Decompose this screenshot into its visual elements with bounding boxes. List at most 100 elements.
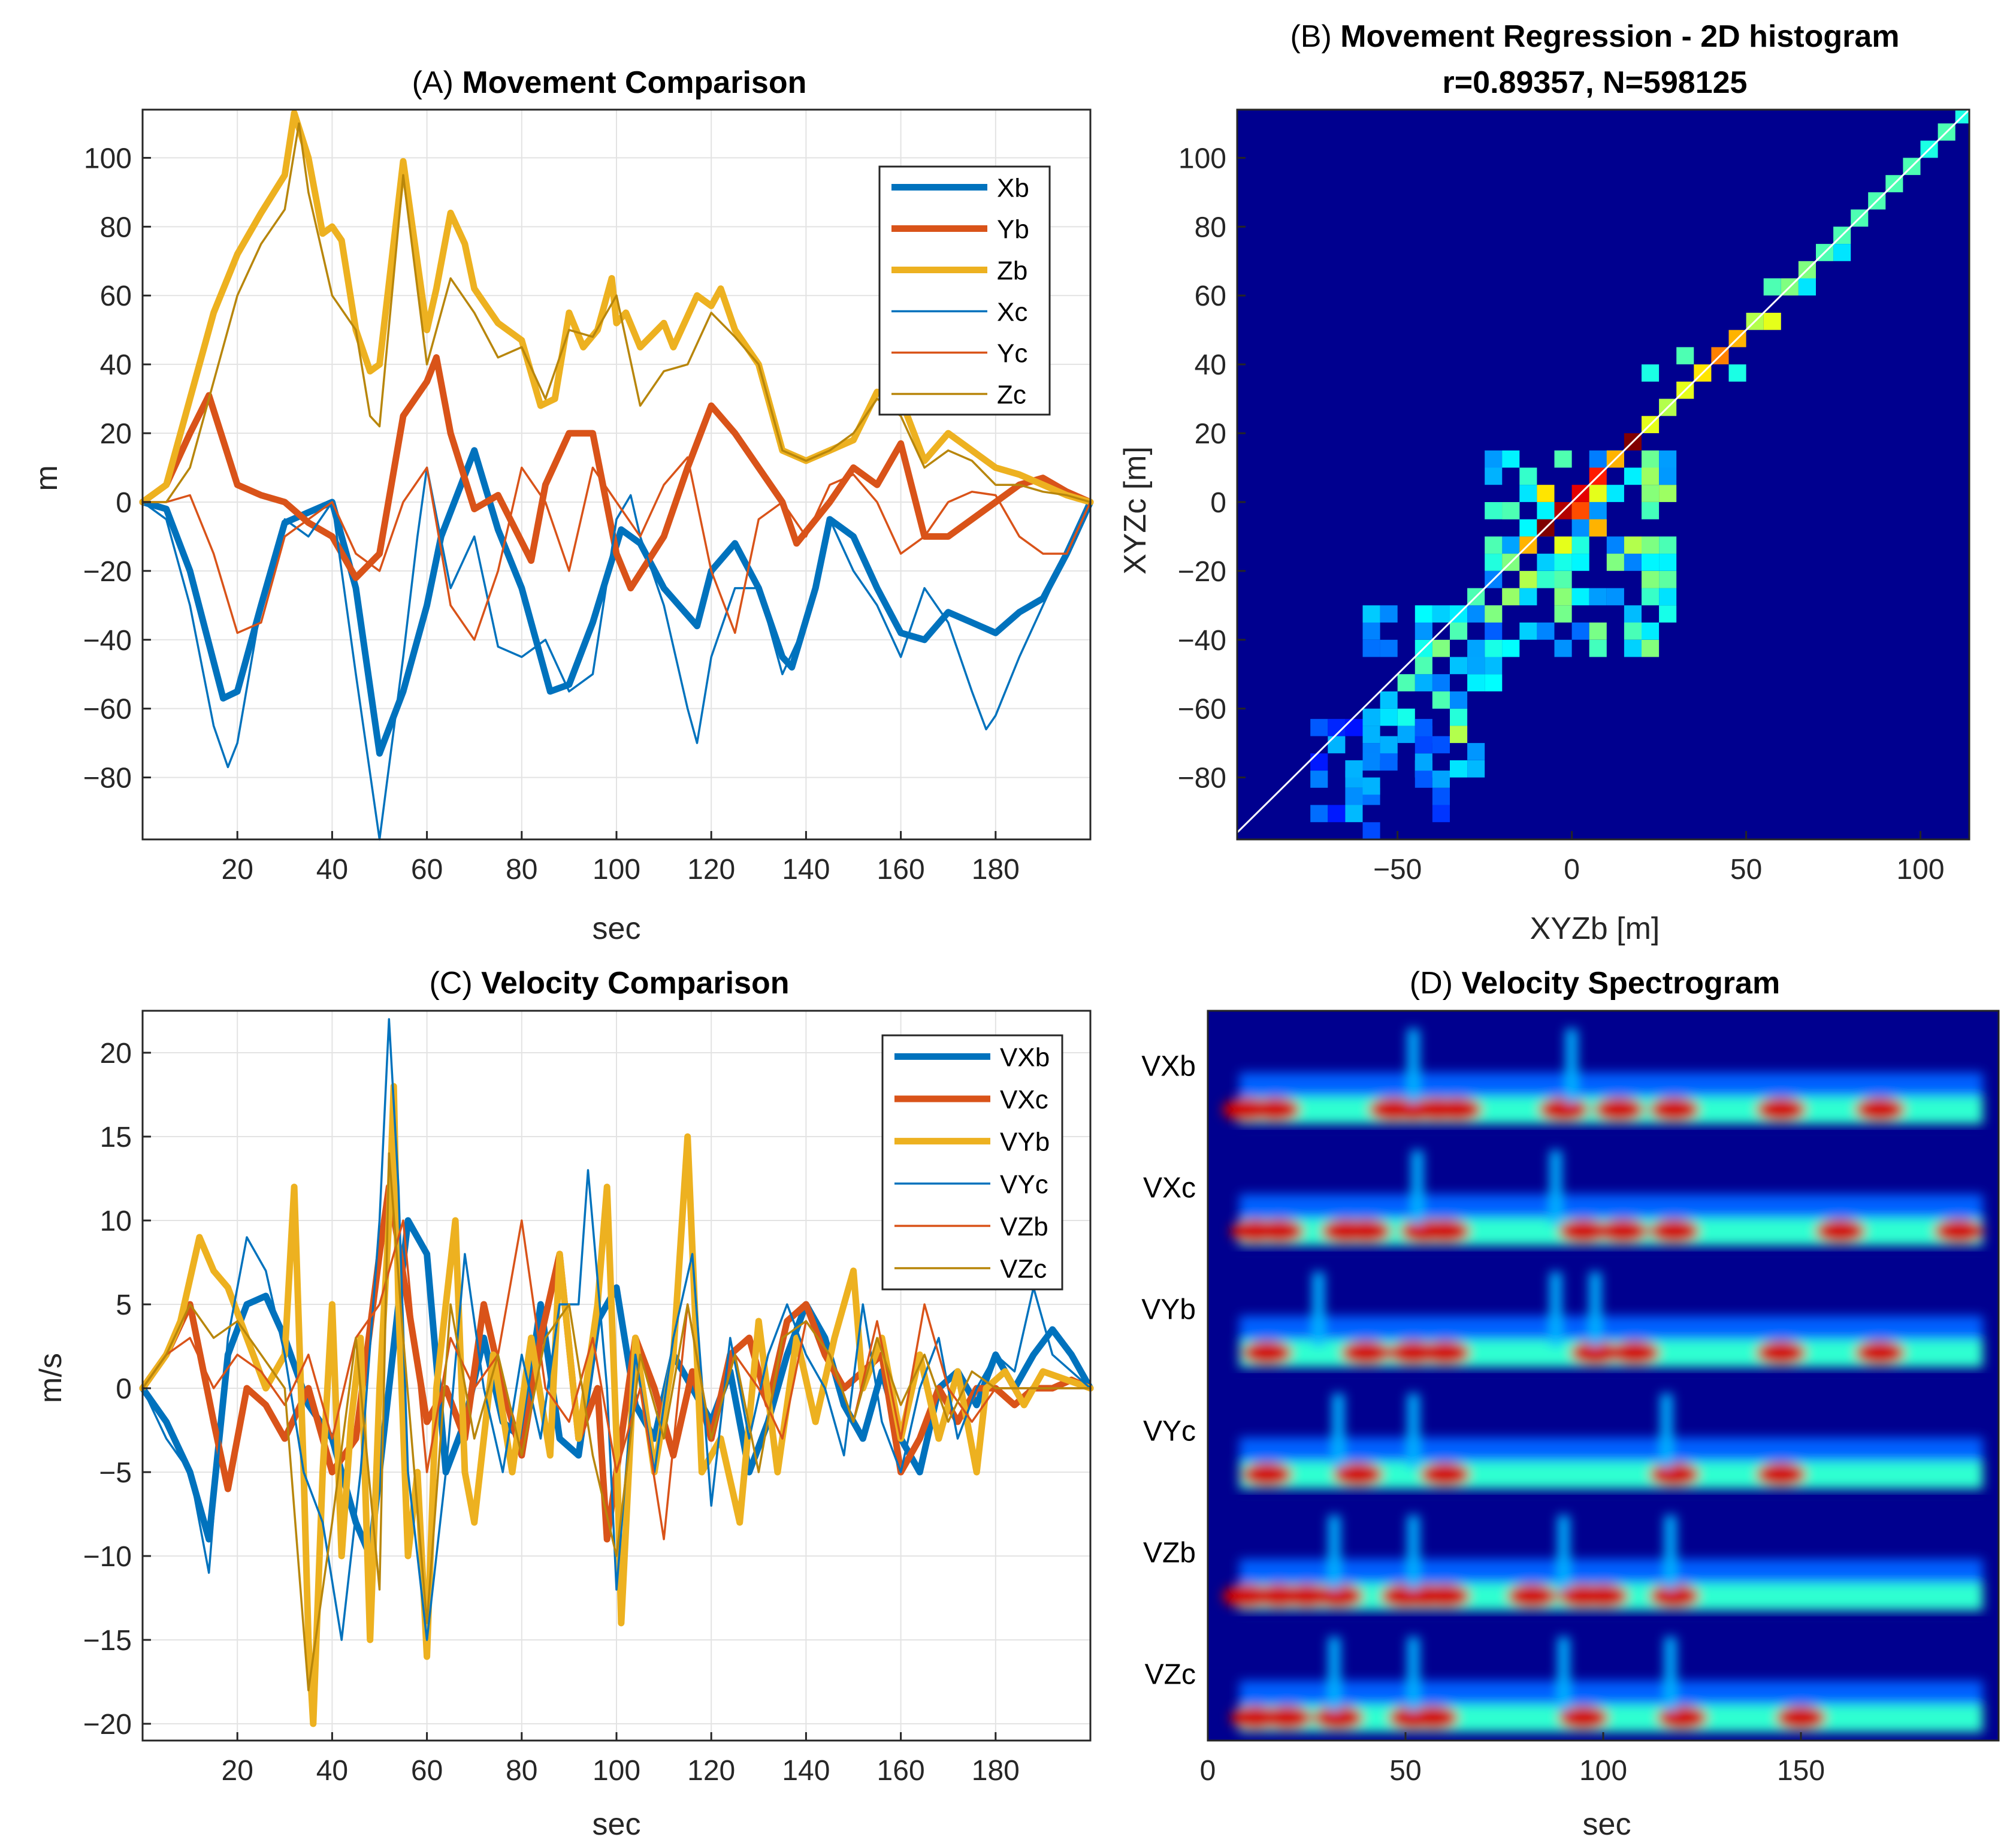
spectrogram-hotspot <box>1242 1341 1292 1365</box>
heatmap-cell <box>1432 787 1450 805</box>
y-tick-label: −20 <box>1178 556 1226 588</box>
heatmap-cell <box>1571 536 1589 554</box>
heatmap-cell <box>1798 278 1816 296</box>
spectrogram-hotspot <box>1649 1463 1700 1487</box>
spectrogram-hotspot <box>1242 1463 1292 1487</box>
y-tick-label: −80 <box>1178 763 1226 794</box>
heatmap-cell <box>1380 736 1398 754</box>
spectrogram-hotspot <box>1934 1219 1984 1243</box>
legend-label-vyc: VYc <box>1000 1170 1048 1199</box>
spectrogram-hotspot <box>1507 1584 1558 1608</box>
series-line-yb <box>139 354 1094 592</box>
y-tick-label: −20 <box>83 1709 132 1741</box>
heatmap-cell <box>1380 708 1398 726</box>
heatmap-cell <box>1659 467 1677 485</box>
legend-label-vxc: VXc <box>1000 1085 1048 1114</box>
spectrogram-hotspot <box>1756 1341 1806 1365</box>
spectrogram-hotspot <box>1598 1219 1648 1243</box>
series-line-xb <box>139 447 1094 757</box>
spectrogram-hotspot <box>1420 1584 1470 1608</box>
spectrogram-hotspot <box>1594 1098 1645 1122</box>
spectrogram-spike <box>1407 1394 1420 1467</box>
x-tick-label: 40 <box>316 854 348 886</box>
spectrogram-hotspot <box>1855 1098 1905 1122</box>
x-tick-label: 140 <box>782 854 830 886</box>
x-tick-label: 100 <box>593 854 640 886</box>
spectrogram-band-upper <box>1239 1437 1983 1461</box>
y-tick-label: 20 <box>100 418 132 450</box>
heatmap-cell <box>1589 623 1607 640</box>
heatmap-cell <box>1659 605 1677 623</box>
spectrogram-hotspot <box>1756 1098 1806 1122</box>
panel-a-movement-comparison: (A) Movement Comparison 20 40 60 80 100 120 14… <box>29 65 1094 946</box>
heatmap-cell <box>1485 639 1503 657</box>
panel-c-y-axis-label: m/s <box>34 1353 68 1403</box>
heatmap-cell <box>1414 718 1432 736</box>
heatmap-cell <box>1642 639 1660 657</box>
heatmap-cell <box>1606 588 1624 606</box>
heatmap-cell <box>1397 726 1415 744</box>
spectrogram-hotspot <box>1815 1219 1866 1243</box>
panel-b-plot-area <box>1237 110 1969 839</box>
heatmap-cell <box>1537 502 1555 519</box>
heatmap-cell <box>1519 467 1537 485</box>
heatmap-cell <box>1589 639 1607 657</box>
x-tick-label: 0 <box>1200 1755 1216 1787</box>
heatmap-cell <box>1519 485 1537 502</box>
heatmap-cell <box>1414 771 1432 788</box>
heatmap-cell <box>1642 467 1660 485</box>
heatmap-cell <box>1728 364 1746 382</box>
spectrogram-hotspot <box>1649 1584 1700 1608</box>
heatmap-cell <box>1345 805 1363 823</box>
panel-d-tick-labels: VXb VXc VYb VYc VZb VZc 0 50 100 150 <box>1141 1050 1825 1787</box>
regression-identity-line <box>1237 110 1969 833</box>
panel-b-tick-labels: −50 0 50 100 −80 −60 −40 −20 0 20 40 60 80 100 <box>1178 143 1945 886</box>
heatmap-cell <box>1659 554 1677 571</box>
heatmap-cell <box>1502 588 1520 606</box>
heatmap-cell <box>1571 502 1589 519</box>
x-tick-label: 140 <box>782 1755 830 1787</box>
heatmap-cell <box>1642 364 1660 382</box>
series-line-yc <box>141 456 1092 641</box>
heatmap-cell <box>1554 570 1572 588</box>
spectrogram-spike <box>1660 1394 1673 1467</box>
x-tick-label: 120 <box>687 1755 735 1787</box>
spectrogram-band-upper <box>1239 1194 1983 1218</box>
heatmap-cell <box>1763 313 1781 330</box>
heatmap-cell <box>1432 771 1450 788</box>
heatmap-cell <box>1502 450 1520 468</box>
heatmap-cell <box>1571 588 1589 606</box>
spectrogram-spike <box>1549 1150 1562 1224</box>
panel-c-legend[interactable]: VXb VXc VYb VYc VZb VZc <box>881 1034 1063 1291</box>
panel-a-y-axis-label: m <box>29 465 64 491</box>
heatmap-cell <box>1833 244 1851 261</box>
heatmap-cell <box>1432 639 1450 657</box>
y-tick-label: 0 <box>116 1373 132 1405</box>
heatmap-cell <box>1606 554 1624 571</box>
x-tick-label: 100 <box>593 1755 640 1787</box>
panel-d-title: (D) Velocity Spectrogram <box>1410 966 1780 1001</box>
y-tick-label: 20 <box>100 1038 132 1069</box>
heatmap-cell <box>1362 639 1380 657</box>
spectrogram-spike <box>1558 1515 1570 1589</box>
legend-label-vzb: VZb <box>1000 1212 1048 1241</box>
panel-c-tick-labels: 20 40 60 80 100 120 140 160 180 −20 −15 −10 −5 0 5 10 15… <box>83 1038 1020 1787</box>
spectrogram-hotspot <box>1341 1341 1391 1365</box>
spectrogram-row-label: VYb <box>1141 1294 1196 1325</box>
heatmap-cell <box>1485 623 1503 640</box>
heatmap-cell <box>1467 639 1485 657</box>
heatmap-cell <box>1642 485 1660 502</box>
x-tick-label: 160 <box>877 854 925 886</box>
heatmap-cell <box>1345 760 1363 778</box>
legend-label-xb: Xb <box>997 174 1029 203</box>
y-tick-label: 60 <box>1195 280 1226 312</box>
heatmap-cell <box>1589 588 1607 606</box>
heatmap-cell <box>1328 736 1346 754</box>
spectrogram-band-upper <box>1239 1316 1983 1340</box>
panel-a-legend[interactable]: Xb Yb Zb Xc Yc Zc <box>878 165 1051 416</box>
heatmap-cell <box>1642 536 1660 554</box>
y-tick-label: −80 <box>83 763 132 794</box>
legend-box <box>881 1034 1063 1291</box>
spectrogram-row-label: VXc <box>1143 1172 1196 1204</box>
x-tick-label: −50 <box>1373 854 1422 886</box>
